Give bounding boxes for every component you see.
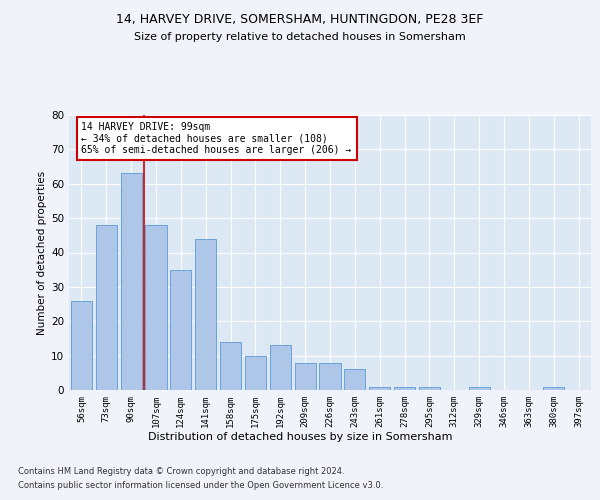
Bar bbox=[71, 300, 92, 390]
Text: 14 HARVEY DRIVE: 99sqm
← 34% of detached houses are smaller (108)
65% of semi-de: 14 HARVEY DRIVE: 99sqm ← 34% of detached… bbox=[82, 122, 352, 155]
Bar bbox=[319, 362, 341, 390]
Bar bbox=[344, 370, 365, 390]
Bar bbox=[295, 362, 316, 390]
Bar bbox=[270, 346, 291, 390]
Text: Distribution of detached houses by size in Somersham: Distribution of detached houses by size … bbox=[148, 432, 452, 442]
Y-axis label: Number of detached properties: Number of detached properties bbox=[37, 170, 47, 334]
Bar bbox=[369, 386, 390, 390]
Bar bbox=[220, 342, 241, 390]
Bar bbox=[170, 270, 191, 390]
Text: Contains public sector information licensed under the Open Government Licence v3: Contains public sector information licen… bbox=[18, 481, 383, 490]
Text: Size of property relative to detached houses in Somersham: Size of property relative to detached ho… bbox=[134, 32, 466, 42]
Bar bbox=[195, 239, 216, 390]
Text: 14, HARVEY DRIVE, SOMERSHAM, HUNTINGDON, PE28 3EF: 14, HARVEY DRIVE, SOMERSHAM, HUNTINGDON,… bbox=[116, 12, 484, 26]
Bar bbox=[419, 386, 440, 390]
Bar bbox=[394, 386, 415, 390]
Bar bbox=[121, 174, 142, 390]
Bar bbox=[245, 356, 266, 390]
Bar bbox=[543, 386, 564, 390]
Bar bbox=[469, 386, 490, 390]
Text: Contains HM Land Registry data © Crown copyright and database right 2024.: Contains HM Land Registry data © Crown c… bbox=[18, 468, 344, 476]
Bar bbox=[145, 225, 167, 390]
Bar bbox=[96, 225, 117, 390]
